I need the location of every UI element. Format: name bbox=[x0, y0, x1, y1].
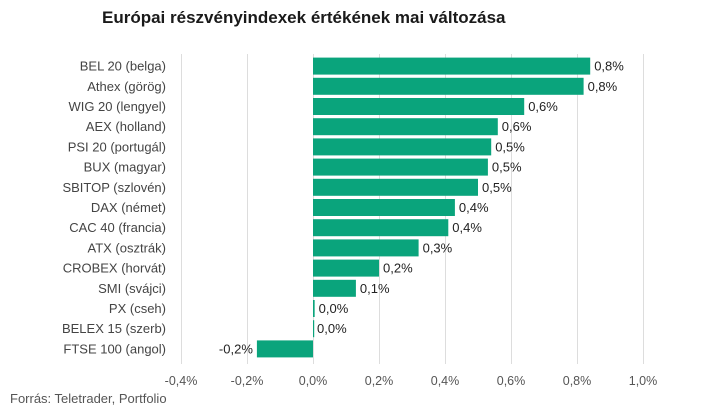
bar bbox=[313, 138, 492, 156]
x-tick-label: 0,6% bbox=[497, 374, 526, 388]
data-label: 0,8% bbox=[594, 59, 624, 74]
data-label: 0,0% bbox=[317, 321, 347, 336]
category-label: SBITOP (szlovén) bbox=[62, 180, 166, 195]
category-label: AEX (holland) bbox=[86, 119, 166, 134]
category-label: Athex (görög) bbox=[87, 79, 166, 94]
data-label: 0,5% bbox=[495, 139, 525, 154]
data-label: 0,3% bbox=[423, 240, 453, 255]
category-label: PSI 20 (portugál) bbox=[68, 139, 166, 154]
data-label: 0,6% bbox=[502, 119, 532, 134]
bar bbox=[313, 320, 315, 338]
category-label: BUX (magyar) bbox=[84, 160, 166, 175]
category-label: BEL 20 (belga) bbox=[80, 59, 166, 74]
data-label: 0,4% bbox=[452, 220, 482, 235]
category-label: FTSE 100 (angol) bbox=[63, 341, 166, 356]
category-label: PX (cseh) bbox=[109, 301, 166, 316]
x-tick-label: 0,0% bbox=[299, 374, 328, 388]
data-label: 0,2% bbox=[383, 261, 413, 276]
category-label: SMI (svájci) bbox=[98, 281, 166, 296]
data-label: 0,5% bbox=[492, 160, 522, 175]
category-label: CAC 40 (francia) bbox=[69, 220, 166, 235]
bar bbox=[313, 279, 356, 297]
data-label: 0,8% bbox=[588, 79, 618, 94]
bar bbox=[313, 158, 488, 176]
data-label: 0,6% bbox=[528, 99, 558, 114]
source-note: Forrás: Teletrader, Portfolio bbox=[10, 391, 167, 406]
x-tick-label: -0,2% bbox=[231, 374, 264, 388]
bar bbox=[313, 219, 449, 237]
bar bbox=[313, 57, 591, 75]
category-label: ATX (osztrák) bbox=[88, 240, 167, 255]
bar bbox=[313, 199, 455, 216]
bar bbox=[313, 77, 584, 95]
data-label: 0,0% bbox=[319, 301, 349, 316]
bar bbox=[313, 98, 525, 115]
category-label: DAX (német) bbox=[91, 200, 166, 215]
category-label: WIG 20 (lengyel) bbox=[68, 99, 166, 114]
data-label: 0,1% bbox=[360, 281, 390, 296]
data-label: 0,4% bbox=[459, 200, 489, 215]
bar bbox=[313, 118, 498, 136]
bar bbox=[256, 340, 313, 358]
x-tick-label: 0,8% bbox=[563, 374, 592, 388]
x-tick-label: -0,4% bbox=[165, 374, 198, 388]
data-label: -0,2% bbox=[219, 341, 253, 356]
category-label: CROBEX (horvát) bbox=[63, 261, 166, 276]
bar bbox=[313, 259, 379, 277]
x-tick-label: 1,0% bbox=[629, 374, 658, 388]
x-tick-label: 0,4% bbox=[431, 374, 460, 388]
category-label: BELEX 15 (szerb) bbox=[62, 321, 166, 336]
bar bbox=[313, 300, 315, 317]
x-tick-label: 0,2% bbox=[365, 374, 394, 388]
chart-title: Európai részvényindexek értékének mai vá… bbox=[102, 8, 506, 27]
bar bbox=[313, 178, 478, 196]
data-label: 0,5% bbox=[482, 180, 512, 195]
bar bbox=[313, 239, 419, 257]
